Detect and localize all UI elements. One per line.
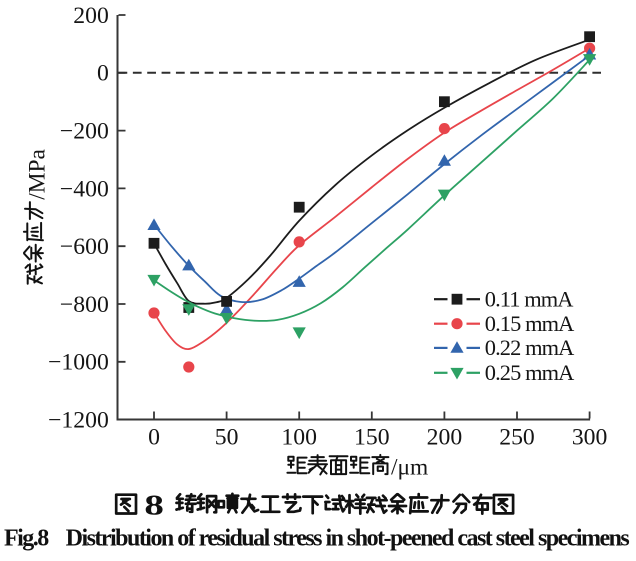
svg-text:−800: −800 <box>60 292 109 318</box>
svg-text:/MPa: /MPa <box>24 148 50 199</box>
svg-text:−200: −200 <box>60 119 109 145</box>
svg-text:−1000: −1000 <box>48 350 109 376</box>
svg-text:200: 200 <box>427 424 463 450</box>
svg-text:150: 150 <box>354 424 390 450</box>
svg-text:−1200: −1200 <box>48 408 109 434</box>
svg-text:0: 0 <box>97 61 109 87</box>
svg-text:0.25 mmA: 0.25 mmA <box>485 360 574 385</box>
svg-text:0: 0 <box>148 424 160 450</box>
svg-text:/μm: /μm <box>391 454 428 480</box>
svg-text:200: 200 <box>73 3 109 29</box>
svg-text:0.22 mmA: 0.22 mmA <box>485 335 574 360</box>
svg-text:100: 100 <box>281 424 317 450</box>
svg-text:8: 8 <box>144 489 164 521</box>
svg-text:0.15 mmA: 0.15 mmA <box>485 311 574 336</box>
svg-text:Fig.8 Distribution of resid: Fig.8 Distribution of residual stress in… <box>4 525 629 551</box>
svg-text:0.11 mmA: 0.11 mmA <box>485 287 573 312</box>
svg-text:−400: −400 <box>60 176 109 202</box>
svg-text:50: 50 <box>215 424 239 450</box>
svg-text:250: 250 <box>499 424 535 450</box>
svg-text:−600: −600 <box>60 234 109 260</box>
svg-text:300: 300 <box>572 424 608 450</box>
